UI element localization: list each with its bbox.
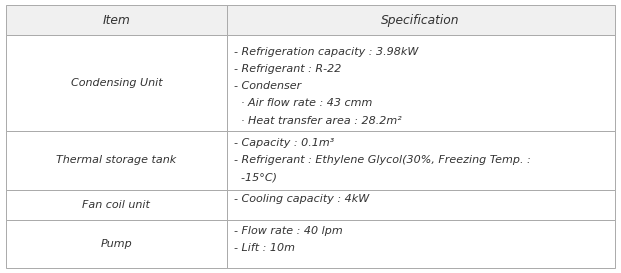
Bar [6,190,227,220]
Text: Pump: Pump [101,239,132,249]
Text: - Condenser: - Condenser [234,81,301,91]
Bar [227,190,615,220]
Text: Thermal storage tank: Thermal storage tank [57,155,176,165]
Text: · Air flow rate : 43 cmm: · Air flow rate : 43 cmm [234,98,373,108]
Text: - Lift : 10m: - Lift : 10m [234,243,295,253]
Text: - Refrigerant : R-22: - Refrigerant : R-22 [234,64,342,74]
Text: - Flow rate : 40 lpm: - Flow rate : 40 lpm [234,225,343,236]
Bar [6,220,227,268]
Text: Specification: Specification [381,14,460,27]
Bar [6,35,227,130]
Bar [6,5,227,35]
Bar [227,130,615,190]
Bar [227,220,615,268]
Text: Condensing Unit: Condensing Unit [71,78,162,88]
Bar [227,5,615,35]
Text: · Heat transfer area : 28.2m²: · Heat transfer area : 28.2m² [234,115,402,126]
Bar [6,130,227,190]
Text: - Cooling capacity : 4kW: - Cooling capacity : 4kW [234,194,369,204]
Text: - Capacity : 0.1m³: - Capacity : 0.1m³ [234,138,334,148]
Text: - Refrigeration capacity : 3.98kW: - Refrigeration capacity : 3.98kW [234,47,419,57]
Text: Fan coil unit: Fan coil unit [83,200,150,210]
Text: - Refrigerant : Ethylene Glycol(30%, Freezing Temp. :: - Refrigerant : Ethylene Glycol(30%, Fre… [234,155,531,165]
Text: -15°C): -15°C) [234,172,277,182]
Bar [227,35,615,130]
Text: Item: Item [102,14,130,27]
